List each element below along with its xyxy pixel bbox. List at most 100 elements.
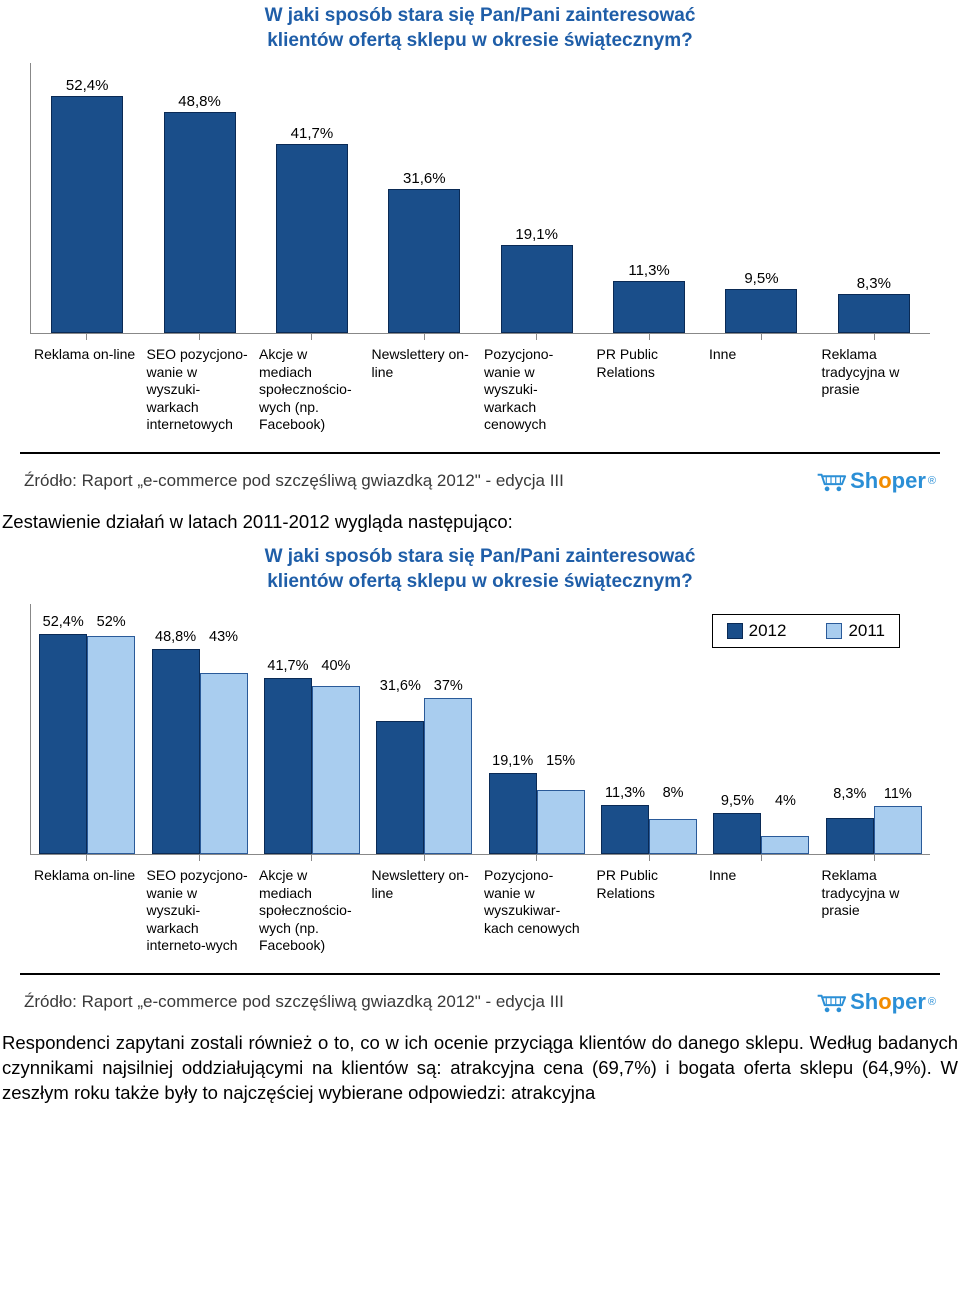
chart1-title-line1: W jaki sposób stara się Pan/Pani zainter… — [265, 5, 696, 26]
chart1-bar-slot: 8,3% — [818, 63, 930, 333]
chart2-xlabel: Akcje w mediach społecznościo-wych (np. … — [255, 867, 368, 955]
chart2-bar — [87, 636, 135, 855]
logo-per-1: per — [892, 468, 926, 494]
chart2-bar — [537, 790, 585, 855]
source-text-2: Źródło: Raport „e-commerce pod szczęśliw… — [24, 992, 564, 1012]
chart2-title: W jaki sposób stara się Pan/Pani zainter… — [20, 541, 940, 604]
chart2-label-2012: 48,8% — [152, 629, 200, 645]
chart2-bar-pair: 8,3%11% — [826, 806, 922, 854]
chart1-xlabel: Reklama tradycyjna w prasie — [818, 346, 931, 434]
chart2-label-2012: 19,1% — [489, 753, 537, 769]
chart2-pair-labels: 41,7%40% — [264, 658, 360, 674]
chart2-tick — [480, 855, 593, 861]
chart2-tick — [705, 855, 818, 861]
chart2-bar-pair: 9,5%4% — [713, 813, 809, 855]
chart2-title-line2: klientów ofertą sklepu w okresie świątec… — [267, 571, 693, 592]
chart1-bar-slot: 48,8% — [143, 63, 255, 333]
chart2-bar — [761, 836, 809, 855]
chart1-bar-label: 31,6% — [403, 170, 446, 187]
chart1-bar-slot: 9,5% — [705, 63, 817, 333]
chart2-label-2011: 37% — [424, 678, 472, 694]
chart1-bar-slot: 41,7% — [256, 63, 368, 333]
chart2-bar — [649, 819, 697, 854]
chart2-label-2011: 43% — [200, 629, 248, 645]
chart2-label-2011: 8% — [649, 785, 697, 801]
chart1-tick — [818, 334, 931, 340]
chart2-bar — [152, 649, 200, 854]
shoper-logo-1: Shoper® — [814, 468, 936, 494]
logo-per-2: per — [892, 989, 926, 1015]
chart1-title-line2: klientów ofertą sklepu w okresie świątec… — [267, 30, 693, 51]
chart1-bar-slot: 31,6% — [368, 63, 480, 333]
chart2-label-2012: 41,7% — [264, 658, 312, 674]
chart1-tick — [368, 334, 481, 340]
chart1-xlabel: SEO pozycjono-wanie w wyszuki-warkach in… — [143, 346, 256, 434]
chart2-label-2012: 9,5% — [713, 793, 761, 809]
chart1-bar: 9,5% — [725, 289, 797, 334]
chart2-pair-labels: 19,1%15% — [489, 753, 585, 769]
chart2-xlabel: Reklama on-line — [30, 867, 143, 955]
chart2-bar — [874, 806, 922, 854]
chart1-bar-slot: 52,4% — [31, 63, 143, 333]
chart2-label-2012: 31,6% — [376, 678, 424, 694]
chart2-bar-slot: 52,4%52% — [31, 604, 143, 854]
chart2-pair-labels: 48,8%43% — [152, 629, 248, 645]
chart2-tick — [255, 855, 368, 861]
chart2-bar-pair: 31,6%37% — [376, 698, 472, 854]
chart2-bar-slot: 8,3%11% — [818, 604, 930, 854]
chart1-bar: 31,6% — [388, 189, 460, 333]
chart2-bar-slot: 31,6%37% — [368, 604, 480, 854]
chart1-tick — [480, 334, 593, 340]
chart2-tick — [368, 855, 481, 861]
chart2-label-2011: 52% — [87, 614, 135, 630]
chart1-xlabel: Reklama on-line — [30, 346, 143, 434]
chart2-pair-labels: 11,3%8% — [601, 785, 697, 801]
chart2-xlabel: Newslettery on-line — [368, 867, 481, 955]
chart2-plot-area: 20122011 52,4%52%48,8%43%41,7%40%31,6%37… — [30, 604, 930, 855]
chart2-label-2011: 11% — [874, 786, 922, 802]
bottom-paragraph: Respondenci zapytani zostali również o t… — [0, 1025, 960, 1112]
logo-sh-2: Sh — [850, 989, 878, 1015]
shoper-logo-2: Shoper® — [814, 989, 936, 1015]
chart2-xlabel: Inne — [705, 867, 818, 955]
chart1-xaxis: Reklama on-lineSEO pozycjono-wanie w wys… — [30, 346, 930, 434]
chart2-bar-slot: 9,5%4% — [705, 604, 817, 854]
chart1-title: W jaki sposób stara się Pan/Pani zainter… — [20, 0, 940, 63]
chart2-tick — [30, 855, 143, 861]
chart2-bar-slot: 19,1%15% — [481, 604, 593, 854]
chart2-bar — [826, 818, 874, 855]
chart1-bar: 19,1% — [501, 245, 573, 333]
chart2-pair-labels: 52,4%52% — [39, 614, 135, 630]
chart2-bar — [312, 686, 360, 855]
chart1-tick — [30, 334, 143, 340]
chart2-bar — [489, 773, 537, 855]
logo-reg-1: ® — [928, 475, 936, 487]
chart1-bar: 48,8% — [164, 112, 236, 334]
chart1-plot-area: 52,4% 48,8% 41,7% 31,6% 19,1% 11,3% 9,5% 8,3% — [30, 63, 930, 334]
source-row-2: Źródło: Raport „e-commerce pod szczęśliw… — [0, 985, 960, 1025]
chart1-bar-label: 48,8% — [178, 93, 221, 110]
chart2-label-2011: 4% — [761, 793, 809, 809]
chart2-bar — [264, 678, 312, 854]
chart1-bar-slot: 11,3% — [593, 63, 705, 333]
cart-icon — [814, 991, 848, 1013]
chart1-bar: 52,4% — [51, 96, 123, 334]
chart1-tick — [705, 334, 818, 340]
chart2-label-2012: 52,4% — [39, 614, 87, 630]
chart2-label-2012: 8,3% — [826, 786, 874, 802]
chart1-xlabel: PR Public Relations — [593, 346, 706, 434]
chart2-ticks — [30, 855, 930, 861]
chart2-bar — [39, 634, 87, 854]
chart1-bar-label: 19,1% — [515, 226, 558, 243]
chart2-label-2011: 15% — [537, 753, 585, 769]
chart1-xlabel: Inne — [705, 346, 818, 434]
chart2-pair-labels: 31,6%37% — [376, 678, 472, 694]
cart-icon — [814, 470, 848, 492]
chart1-xlabel: Akcje w mediach społecznościo-wych (np. … — [255, 346, 368, 434]
chart2-xaxis: Reklama on-lineSEO pozycjono-wanie w wys… — [30, 867, 930, 955]
chart1-tick — [593, 334, 706, 340]
chart2-xlabel: PR Public Relations — [593, 867, 706, 955]
chart1-bars-row: 52,4% 48,8% 41,7% 31,6% 19,1% 11,3% 9,5% 8,3% — [31, 63, 930, 333]
logo-o-1: o — [878, 468, 891, 494]
logo-o-2: o — [878, 989, 891, 1015]
